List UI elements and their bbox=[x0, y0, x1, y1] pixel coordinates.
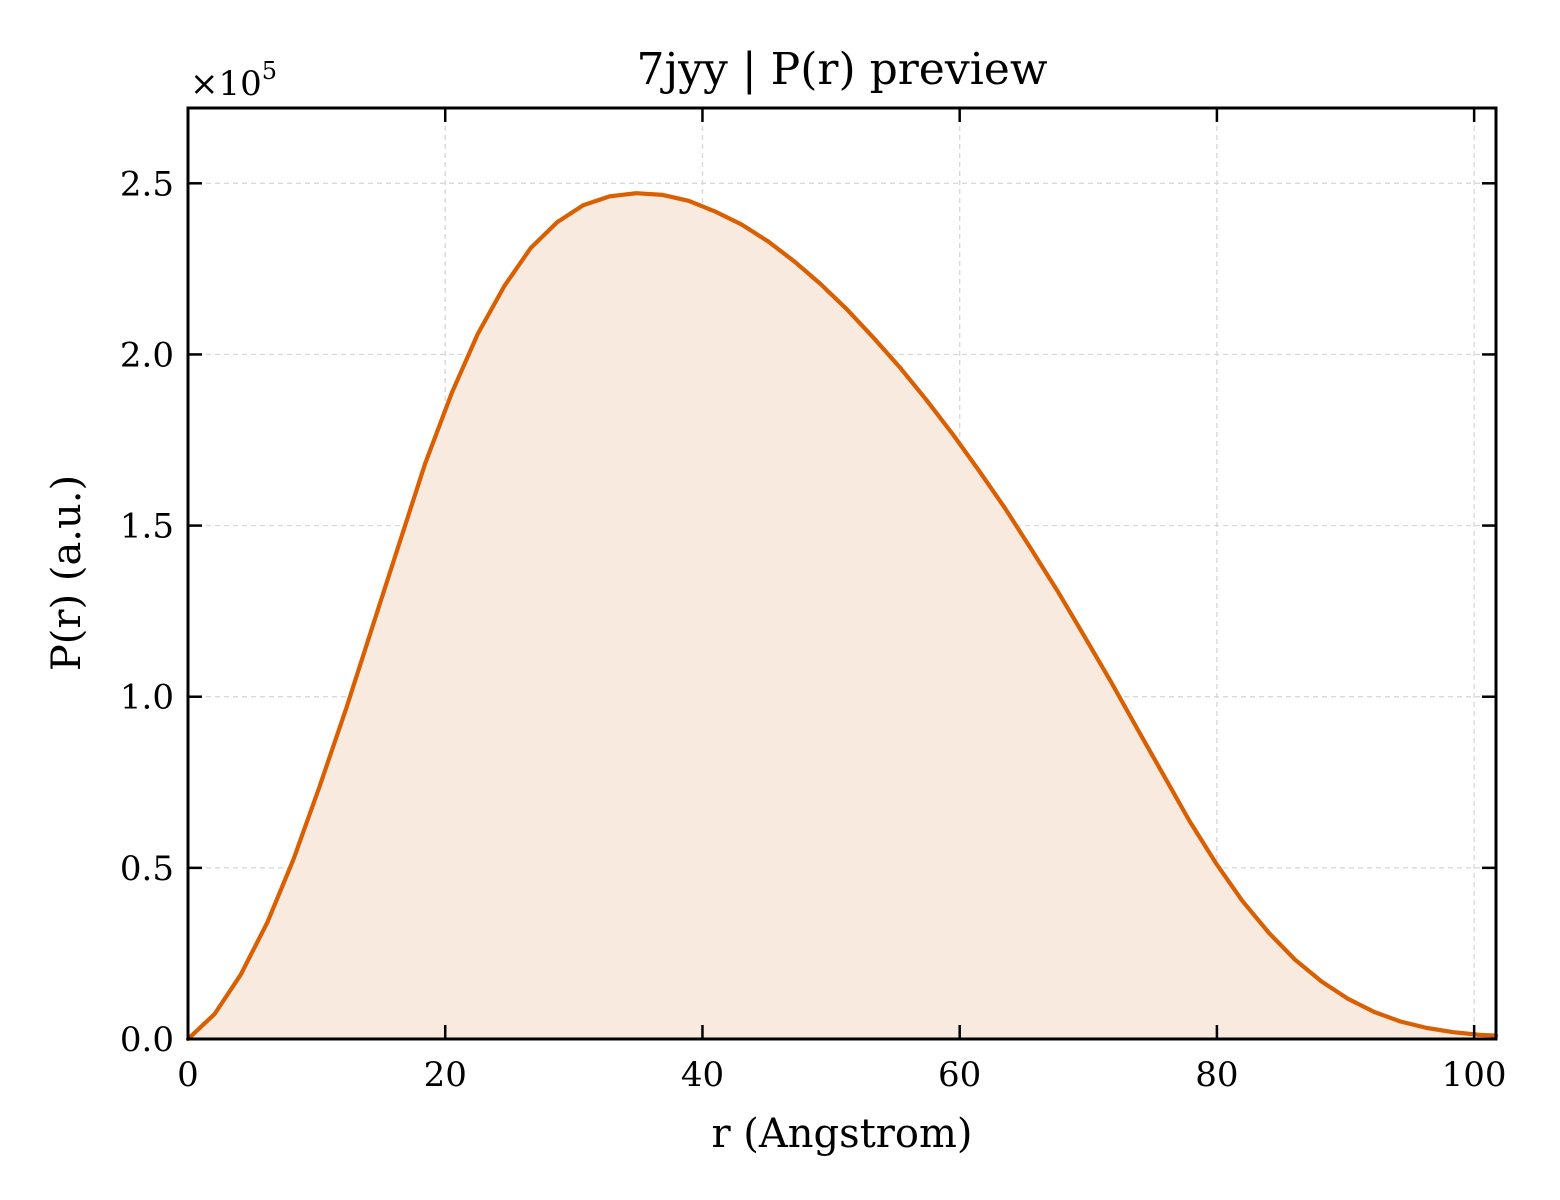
chart-title: 7jyy | P(r) preview bbox=[637, 44, 1048, 95]
y-multiplier: ×105 bbox=[190, 57, 277, 104]
y-tick-label: 1.0 bbox=[120, 678, 174, 718]
x-axis-label: r (Angstrom) bbox=[711, 1111, 972, 1157]
y-multiplier-exponent: 5 bbox=[262, 57, 277, 85]
y-tick-label: 0.5 bbox=[120, 849, 174, 889]
x-tick-label: 20 bbox=[424, 1055, 467, 1095]
x-tick-label: 60 bbox=[938, 1055, 981, 1095]
y-multiplier-base: ×10 bbox=[190, 64, 262, 104]
area-fill bbox=[188, 193, 1496, 1039]
series-line bbox=[185, 191, 1499, 1042]
plot-frame bbox=[186, 106, 1498, 1041]
y-tick-label: 1.5 bbox=[120, 507, 174, 547]
y-axis-label: P(r) (a.u.) bbox=[44, 475, 90, 671]
x-tick-label: 100 bbox=[1442, 1055, 1507, 1095]
x-tick-label: 80 bbox=[1195, 1055, 1238, 1095]
x-tick-label: 0 bbox=[177, 1055, 199, 1095]
x-tick-label: 40 bbox=[681, 1055, 724, 1095]
y-tick-label: 2.5 bbox=[120, 164, 174, 204]
y-tick-label: 2.0 bbox=[120, 335, 174, 375]
ticks: 0 20 40 60 80 100 0.0 0.5 1.0 1.5 2.0 2.5 bbox=[120, 108, 1507, 1095]
y-tick-label: 0.0 bbox=[120, 1020, 174, 1060]
